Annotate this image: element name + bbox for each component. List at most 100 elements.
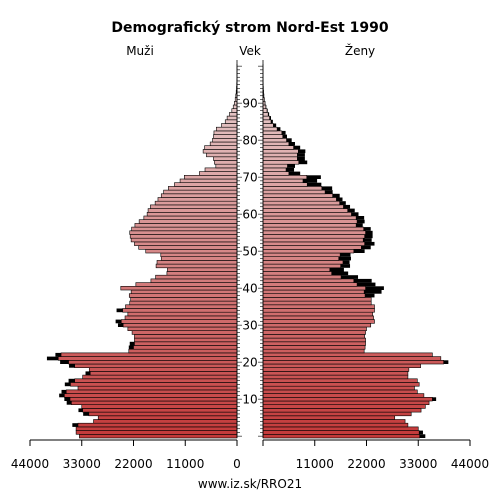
x-tick-label-male: 11000 bbox=[166, 457, 204, 471]
female-bar bbox=[262, 186, 323, 191]
male-bar bbox=[134, 337, 238, 343]
female-bar bbox=[262, 141, 290, 147]
male-bar bbox=[89, 371, 238, 376]
male-bar bbox=[150, 204, 238, 209]
female-bar bbox=[262, 126, 278, 132]
male-bar bbox=[82, 374, 238, 380]
age-label-bg bbox=[242, 170, 258, 184]
female-bar bbox=[262, 345, 366, 350]
female-bar bbox=[262, 134, 284, 139]
female-bar bbox=[262, 359, 444, 365]
female-bar bbox=[262, 385, 415, 391]
male-bar bbox=[88, 411, 238, 417]
female-bar bbox=[262, 171, 290, 176]
female-bar bbox=[262, 219, 358, 224]
female-bar bbox=[262, 256, 340, 261]
male-bar bbox=[97, 415, 238, 420]
male-bar bbox=[167, 267, 238, 272]
male-bar bbox=[143, 215, 238, 221]
male-bar bbox=[88, 367, 238, 372]
male-bar bbox=[134, 241, 238, 246]
male-bar bbox=[224, 119, 238, 124]
female-bar bbox=[262, 230, 366, 235]
male-bar bbox=[134, 341, 238, 346]
female-bar bbox=[262, 237, 364, 243]
male-bar bbox=[134, 223, 238, 228]
age-label-bg bbox=[242, 133, 258, 147]
female-bar bbox=[262, 204, 344, 209]
female-bar bbox=[262, 341, 366, 346]
female-bar bbox=[262, 330, 366, 335]
male-bar bbox=[131, 330, 238, 335]
female-bar bbox=[262, 130, 283, 135]
age-label-bg bbox=[242, 207, 258, 221]
male-bar bbox=[157, 197, 238, 202]
male-bar bbox=[75, 430, 238, 435]
male-bar bbox=[74, 363, 238, 369]
male-bar bbox=[129, 230, 238, 235]
female-bar bbox=[262, 389, 418, 394]
male-bar bbox=[129, 300, 238, 306]
age-label-bg bbox=[242, 355, 258, 369]
age-axis-label: Vek bbox=[239, 44, 261, 58]
male-bar bbox=[174, 182, 238, 187]
male-bar bbox=[57, 356, 238, 361]
age-tick-label: 90 bbox=[242, 97, 257, 111]
male-bar bbox=[163, 189, 238, 195]
female-bar bbox=[262, 367, 410, 372]
male-bar bbox=[138, 245, 238, 250]
female-bar bbox=[262, 334, 365, 339]
male-bar bbox=[138, 219, 238, 224]
female-bar bbox=[262, 215, 357, 221]
male-bar bbox=[213, 156, 238, 161]
female-bar bbox=[262, 311, 373, 317]
female-bar bbox=[262, 408, 422, 413]
female-bar bbox=[262, 426, 419, 431]
female-bar bbox=[262, 175, 308, 180]
x-tick-label-male: 33000 bbox=[63, 457, 101, 471]
female-bar bbox=[262, 156, 298, 161]
female-bar bbox=[262, 241, 365, 246]
male-bar bbox=[130, 237, 238, 243]
male-bar bbox=[160, 252, 238, 258]
female-bar bbox=[262, 337, 366, 343]
male-bar bbox=[133, 345, 238, 350]
age-label-bg bbox=[242, 392, 258, 406]
female-bar bbox=[262, 304, 375, 309]
female-bar bbox=[262, 300, 372, 306]
female-bar bbox=[262, 112, 269, 117]
male-bar bbox=[75, 426, 238, 431]
male-bar bbox=[231, 108, 238, 113]
male-bar bbox=[213, 134, 238, 139]
male-bar bbox=[155, 263, 238, 269]
female-bar bbox=[262, 308, 375, 313]
male-bar bbox=[150, 278, 238, 283]
male-bar bbox=[120, 285, 238, 291]
female-bar bbox=[262, 289, 365, 295]
male-bar bbox=[146, 212, 238, 217]
female-bar bbox=[262, 200, 340, 206]
male-bars bbox=[46, 64, 238, 439]
female-axis-label: Ženy bbox=[345, 43, 375, 58]
male-bar bbox=[214, 160, 238, 165]
female-bar bbox=[262, 404, 426, 409]
age-label-bg bbox=[242, 244, 258, 258]
female-bar bbox=[262, 193, 333, 198]
male-bar bbox=[147, 208, 238, 213]
female-bar bbox=[262, 382, 420, 387]
x-tick-label-male: 22000 bbox=[114, 457, 152, 471]
female-bar bbox=[262, 178, 304, 184]
male-bar bbox=[155, 274, 238, 280]
female-bar bbox=[262, 249, 355, 254]
male-bar bbox=[145, 249, 238, 254]
male-bar bbox=[127, 326, 238, 332]
x-tick-label-female: 33000 bbox=[399, 457, 437, 471]
x-tick-label-female: 22000 bbox=[347, 457, 385, 471]
age-tick-label: 10 bbox=[242, 393, 257, 407]
female-bar bbox=[262, 263, 341, 269]
x-axis-ticks: 44000 33000 22000 11000 0 11000 22000 33000 4400… bbox=[11, 440, 489, 471]
male-bar bbox=[77, 385, 238, 391]
female-bar bbox=[262, 245, 362, 250]
male-bar bbox=[154, 200, 238, 206]
